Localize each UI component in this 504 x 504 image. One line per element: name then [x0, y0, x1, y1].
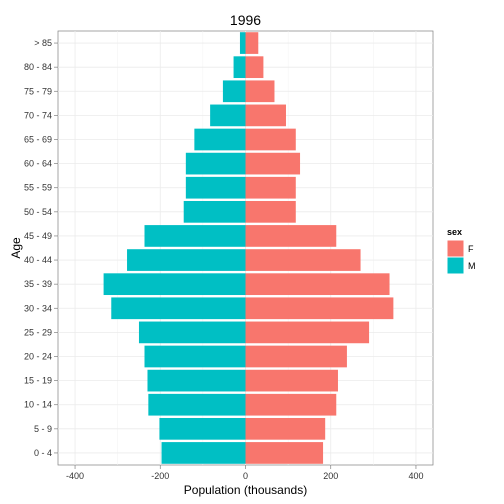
- legend-key-m: [446, 256, 465, 275]
- bar-m-15: [222, 80, 246, 103]
- y-tick-label: 0 - 4: [34, 448, 52, 458]
- bar-f-16: [245, 56, 264, 79]
- y-axis: 0 - 4 5 - 9 10 - 14 15 - 19 20 - 24 25 - 29 30…: [24, 38, 58, 458]
- bar-f-4: [245, 345, 347, 368]
- y-tick-label: 50 - 54: [24, 207, 52, 217]
- y-tick-label: 10 - 14: [24, 400, 52, 410]
- bar-f-13: [245, 128, 296, 151]
- bar-f-5: [245, 321, 370, 344]
- bar-m-9: [144, 225, 246, 247]
- x-tick-label: 0: [243, 471, 248, 481]
- y-tick-label: 30 - 34: [24, 303, 52, 313]
- bar-f-6: [245, 297, 394, 320]
- y-tick-label: 20 - 24: [24, 352, 52, 362]
- legend-label-f: F: [468, 244, 474, 254]
- legend: sex FM: [446, 227, 476, 275]
- y-tick-label: 35 - 39: [24, 279, 52, 289]
- bar-m-12: [185, 152, 246, 175]
- bar-f-12: [245, 152, 301, 175]
- y-tick-label: 40 - 44: [24, 255, 52, 265]
- bar-f-11: [245, 176, 296, 199]
- bar-f-14: [245, 104, 286, 127]
- bar-m-5: [138, 321, 246, 344]
- y-tick-label: 45 - 49: [24, 231, 52, 241]
- legend-key-f: [446, 239, 465, 258]
- y-tick-label: 65 - 69: [24, 135, 52, 145]
- bar-m-4: [144, 345, 246, 368]
- y-tick-label: 15 - 19: [24, 376, 52, 386]
- bar-f-3: [245, 369, 338, 392]
- y-tick-label: 70 - 74: [24, 110, 52, 120]
- bar-f-7: [245, 273, 390, 296]
- bar-f-8: [245, 249, 361, 271]
- bar-m-0: [161, 442, 246, 464]
- x-tick-label: -200: [151, 471, 169, 481]
- chart-title: 1996: [230, 12, 261, 28]
- y-tick-label: 25 - 29: [24, 327, 52, 337]
- bar-f-2: [245, 393, 337, 416]
- x-axis-title: Population (thousands): [184, 483, 307, 497]
- bar-f-0: [245, 442, 324, 464]
- y-tick-label: > 85: [34, 38, 52, 48]
- bar-m-8: [127, 249, 246, 271]
- bar-m-3: [147, 369, 246, 392]
- x-tick-label: -400: [66, 471, 84, 481]
- bar-f-15: [245, 80, 275, 103]
- y-tick-label: 5 - 9: [34, 424, 52, 434]
- y-tick-label: 55 - 59: [24, 183, 52, 193]
- bar-m-14: [210, 104, 246, 127]
- legend-title: sex: [447, 227, 462, 237]
- x-tick-label: 400: [408, 471, 423, 481]
- bar-f-1: [245, 417, 326, 440]
- bar-f-10: [245, 200, 296, 223]
- y-tick-label: 80 - 84: [24, 62, 52, 72]
- bar-m-11: [185, 176, 246, 199]
- x-tick-label: 200: [323, 471, 338, 481]
- bar-m-7: [103, 273, 246, 296]
- bar-m-1: [159, 417, 246, 440]
- bar-f-9: [245, 225, 337, 247]
- bars: [103, 32, 394, 464]
- bar-m-10: [183, 200, 246, 223]
- bar-m-16: [233, 56, 246, 79]
- bar-m-2: [148, 393, 246, 416]
- bar-m-6: [111, 297, 246, 320]
- y-tick-label: 75 - 79: [24, 86, 52, 96]
- bar-m-13: [194, 128, 246, 151]
- bar-m-17: [239, 32, 246, 54]
- legend-label-m: M: [468, 261, 476, 271]
- y-axis-title: Age: [9, 237, 23, 259]
- bar-f-17: [245, 32, 259, 54]
- y-tick-label: 60 - 64: [24, 159, 52, 169]
- x-axis: -400 -200 0 200 400: [66, 465, 423, 481]
